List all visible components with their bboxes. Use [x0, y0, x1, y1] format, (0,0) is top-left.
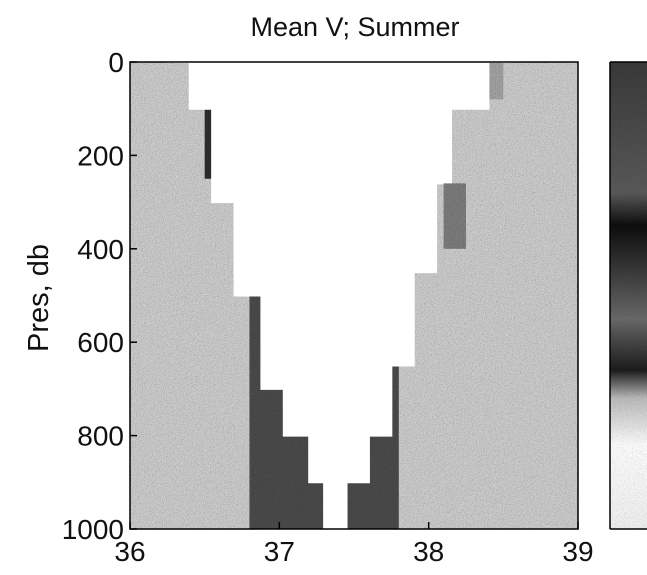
- x-tick-label: 36: [114, 536, 145, 567]
- y-tick-label: 0: [108, 47, 124, 78]
- x-axis: 36 37 38 39: [114, 522, 594, 567]
- data-mask-layer: [167, 62, 511, 529]
- y-tick-label: 800: [77, 421, 124, 452]
- y-tick-label: 600: [77, 327, 124, 358]
- x-tick-label: 38: [413, 536, 444, 567]
- plot-area: [130, 62, 578, 529]
- data-notch-texture: [443, 183, 466, 249]
- colorbar-texture: [610, 62, 647, 529]
- x-tick-label: 37: [264, 536, 295, 567]
- y-tick-label: 1000: [62, 514, 124, 545]
- x-tick-label: 39: [562, 536, 593, 567]
- plot-frame: [129, 61, 579, 530]
- y-axis-title: Pres, db: [23, 244, 55, 352]
- chart-title: Mean V; Summer: [250, 12, 459, 42]
- y-tick-label: 400: [77, 234, 124, 265]
- y-axis: 0 200 400 600 800 1000: [62, 47, 137, 545]
- colorbar: [610, 62, 647, 529]
- y-tick-label: 200: [77, 140, 124, 171]
